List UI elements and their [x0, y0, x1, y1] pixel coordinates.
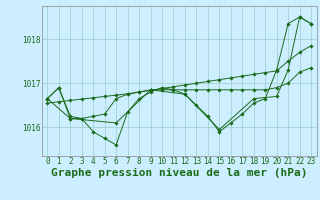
X-axis label: Graphe pression niveau de la mer (hPa): Graphe pression niveau de la mer (hPa): [51, 168, 308, 178]
